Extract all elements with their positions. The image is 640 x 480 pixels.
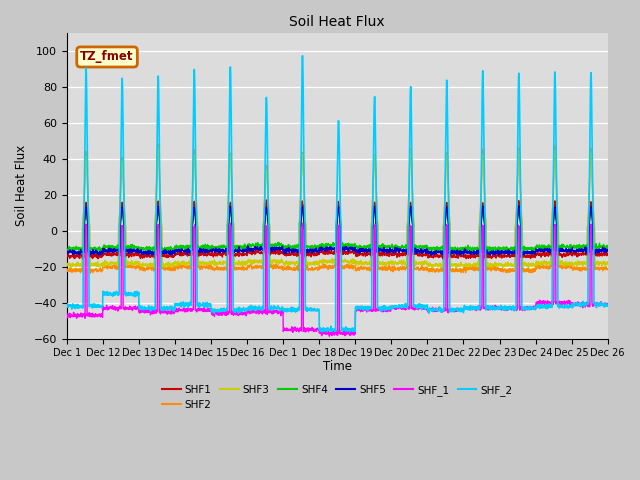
- SHF4: [154, 206, 162, 212]
- Title: Soil Heat Flux: Soil Heat Flux: [289, 15, 385, 29]
- Line: SHF3: SHF3: [67, 149, 608, 268]
- SHF1: [365, 250, 373, 256]
- SHF1: [63, 253, 70, 259]
- SHF_1: [495, 306, 502, 312]
- SHF2: [557, 264, 564, 270]
- SHF1: [94, 256, 102, 262]
- SHF2: [572, 267, 579, 273]
- SHF5: [214, 249, 221, 254]
- SHF_2: [495, 306, 502, 312]
- SHF3: [365, 260, 373, 266]
- SHF4: [495, 245, 502, 251]
- SHF2: [604, 266, 612, 272]
- SHF4: [353, 243, 361, 249]
- SHF1: [572, 252, 579, 258]
- SHF5: [428, 252, 435, 258]
- SHF_2: [353, 307, 361, 312]
- SHF_2: [214, 308, 221, 314]
- Line: SHF_1: SHF_1: [67, 223, 608, 336]
- Text: TZ_fmet: TZ_fmet: [80, 50, 134, 63]
- SHF1: [353, 252, 361, 257]
- SHF_2: [63, 301, 70, 307]
- Y-axis label: Soil Heat Flux: Soil Heat Flux: [15, 145, 28, 227]
- SHF1: [604, 251, 612, 256]
- SHF_2: [365, 304, 373, 310]
- SHF4: [604, 244, 612, 250]
- SHF_1: [227, 220, 234, 226]
- Line: SHF4: SHF4: [67, 209, 608, 252]
- SHF4: [214, 244, 222, 250]
- SHF1: [214, 251, 221, 256]
- SHF3: [572, 262, 579, 267]
- SHF2: [214, 267, 222, 273]
- SHF5: [63, 251, 70, 257]
- SHF_1: [326, 333, 333, 339]
- SHF5: [572, 250, 579, 255]
- SHF_1: [572, 301, 579, 307]
- SHF2: [365, 267, 373, 273]
- SHF4: [99, 249, 106, 255]
- SHF3: [67, 265, 75, 271]
- Legend: SHF1, SHF2, SHF3, SHF4, SHF5, SHF_1, SHF_2: SHF1, SHF2, SHF3, SHF4, SHF5, SHF_1, SHF…: [157, 381, 517, 414]
- SHF4: [63, 247, 70, 252]
- SHF3: [214, 262, 222, 267]
- X-axis label: Time: Time: [323, 360, 352, 373]
- SHF_2: [557, 302, 564, 308]
- Line: SHF1: SHF1: [67, 200, 608, 259]
- SHF_1: [557, 300, 564, 306]
- SHF5: [557, 248, 564, 254]
- SHF_2: [346, 329, 353, 335]
- SHF1: [262, 197, 270, 203]
- SHF2: [495, 267, 502, 273]
- SHF5: [604, 248, 612, 253]
- SHF3: [495, 261, 502, 266]
- SHF_1: [604, 300, 612, 306]
- SHF2: [353, 265, 361, 271]
- SHF_2: [299, 53, 307, 59]
- SHF5: [365, 247, 372, 252]
- SHF3: [154, 146, 162, 152]
- SHF_1: [353, 305, 361, 311]
- SHF2: [63, 268, 70, 274]
- SHF4: [572, 245, 579, 251]
- Line: SHF5: SHF5: [67, 206, 608, 255]
- SHF3: [353, 261, 361, 267]
- SHF1: [557, 251, 564, 256]
- SHF4: [557, 243, 564, 249]
- SHF_1: [214, 311, 221, 316]
- SHF3: [63, 261, 70, 267]
- SHF2: [86, 270, 94, 276]
- SHF_2: [604, 303, 612, 309]
- SHF_1: [63, 315, 70, 321]
- Line: SHF2: SHF2: [67, 144, 608, 273]
- SHF_1: [365, 307, 373, 313]
- SHF5: [515, 203, 523, 209]
- SHF1: [495, 253, 502, 259]
- SHF5: [495, 249, 502, 255]
- SHF5: [353, 248, 360, 253]
- SHF_2: [572, 301, 579, 307]
- SHF2: [154, 141, 162, 147]
- SHF4: [365, 245, 373, 251]
- SHF3: [604, 259, 612, 264]
- SHF3: [557, 258, 564, 264]
- Line: SHF_2: SHF_2: [67, 56, 608, 332]
